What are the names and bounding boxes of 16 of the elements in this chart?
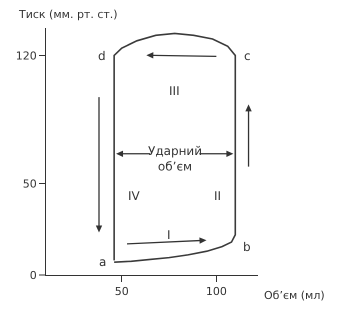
y-axis-title: Тиск (мм. рт. ст.) <box>18 8 118 21</box>
annotation: c <box>244 49 251 63</box>
y-tick-label: 0 <box>30 268 37 282</box>
annotation: III <box>169 84 180 98</box>
annotation: Ударний об’єм <box>148 144 202 174</box>
annotation: II <box>214 189 222 203</box>
y-tick-label: 50 <box>22 177 37 190</box>
x-axis-title: Об’єм (мл) <box>264 289 325 302</box>
annotation: I <box>167 228 171 242</box>
x-tick-label: 100 <box>206 285 227 298</box>
annotation: b <box>243 240 251 254</box>
annotation: d <box>98 49 106 63</box>
line-series <box>113 32 236 263</box>
annotation: IV <box>128 189 141 203</box>
annotation: a <box>99 255 106 269</box>
y-tick-label: 120 <box>16 49 37 62</box>
